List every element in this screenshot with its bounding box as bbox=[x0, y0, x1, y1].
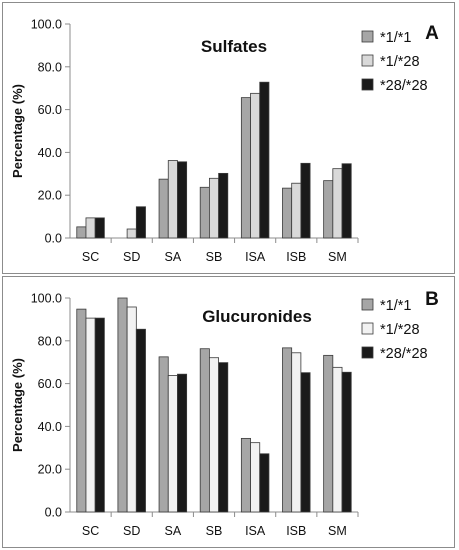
y-tick-label: 80.0 bbox=[38, 334, 62, 348]
x-tick-label: SB bbox=[206, 524, 223, 538]
y-tick-label: 40.0 bbox=[38, 146, 62, 160]
bar bbox=[177, 161, 188, 239]
x-tick-label: SA bbox=[165, 524, 182, 538]
bar bbox=[332, 168, 343, 239]
y-tick-label: 20.0 bbox=[38, 463, 62, 477]
x-tick-label: SM bbox=[328, 250, 347, 264]
bar bbox=[76, 226, 87, 239]
bar bbox=[323, 354, 334, 513]
x-tick-label: SD bbox=[123, 250, 140, 264]
bar bbox=[291, 182, 302, 239]
legend-swatch bbox=[361, 298, 374, 311]
x-tick-label: ISB bbox=[286, 524, 306, 538]
x-tick-label: SB bbox=[206, 250, 223, 264]
bar bbox=[177, 373, 188, 513]
bar bbox=[208, 357, 219, 513]
bar bbox=[332, 366, 343, 513]
legend-label: *1/*28 bbox=[380, 54, 420, 70]
bar bbox=[158, 178, 169, 239]
bar bbox=[76, 308, 87, 513]
legend-swatch bbox=[361, 54, 374, 67]
bar bbox=[126, 306, 137, 513]
legend-swatch bbox=[361, 30, 374, 43]
bar bbox=[300, 162, 311, 239]
bar bbox=[259, 453, 270, 513]
y-axis-label: Percentage (%) bbox=[10, 84, 25, 178]
bar bbox=[85, 317, 96, 513]
y-tick-label: 0.0 bbox=[45, 506, 62, 520]
bar bbox=[85, 217, 96, 239]
x-tick-label: ISB bbox=[286, 250, 306, 264]
y-tick-label: 40.0 bbox=[38, 420, 62, 434]
bar bbox=[300, 372, 311, 513]
bar bbox=[126, 228, 137, 239]
legend-swatch bbox=[361, 346, 374, 359]
y-tick-label: 100.0 bbox=[31, 18, 62, 32]
x-tick-label: SA bbox=[165, 250, 182, 264]
x-tick-label: SC bbox=[82, 524, 99, 538]
y-axis-label: Percentage (%) bbox=[10, 358, 25, 452]
panel-label: A bbox=[425, 23, 439, 44]
legend-swatch bbox=[361, 78, 374, 91]
legend-label: *1/*1 bbox=[380, 298, 411, 314]
legend-label: *28/*28 bbox=[380, 78, 428, 94]
bar bbox=[240, 97, 251, 239]
bar bbox=[218, 362, 229, 513]
bar bbox=[282, 347, 293, 513]
x-tick-label: SD bbox=[123, 524, 140, 538]
legend-label: *1/*1 bbox=[380, 30, 411, 46]
legend-swatch bbox=[361, 322, 374, 335]
bar bbox=[158, 356, 169, 513]
x-tick-label: SM bbox=[328, 524, 347, 538]
x-tick-label: ISA bbox=[245, 250, 266, 264]
bar bbox=[259, 81, 270, 239]
bar bbox=[208, 177, 219, 239]
panel-label: B bbox=[425, 289, 439, 310]
y-tick-label: 60.0 bbox=[38, 377, 62, 391]
x-tick-label: SC bbox=[82, 250, 99, 264]
bar bbox=[323, 180, 334, 239]
y-tick-label: 60.0 bbox=[38, 103, 62, 117]
bar bbox=[94, 217, 105, 239]
bar bbox=[250, 442, 261, 513]
bar bbox=[341, 371, 352, 513]
y-tick-label: 80.0 bbox=[38, 60, 62, 74]
y-tick-label: 0.0 bbox=[45, 232, 62, 246]
chart-title: Sulfates bbox=[201, 37, 267, 56]
bar bbox=[135, 206, 146, 239]
bar bbox=[199, 348, 210, 513]
bar bbox=[135, 328, 146, 513]
bar bbox=[167, 160, 178, 239]
bar bbox=[167, 375, 178, 513]
bar bbox=[341, 163, 352, 239]
bar bbox=[199, 186, 210, 239]
legend-label: *1/*28 bbox=[380, 322, 420, 338]
legend-label: *28/*28 bbox=[380, 346, 428, 362]
bar bbox=[117, 297, 128, 513]
bar bbox=[218, 172, 229, 239]
bar bbox=[291, 352, 302, 513]
bar bbox=[240, 437, 251, 513]
x-tick-label: ISA bbox=[245, 524, 266, 538]
y-tick-label: 20.0 bbox=[38, 189, 62, 203]
bar bbox=[94, 317, 105, 513]
bar bbox=[250, 92, 261, 239]
y-tick-label: 100.0 bbox=[31, 292, 62, 306]
bar bbox=[282, 187, 293, 239]
chart-title: Glucuronides bbox=[202, 307, 312, 326]
